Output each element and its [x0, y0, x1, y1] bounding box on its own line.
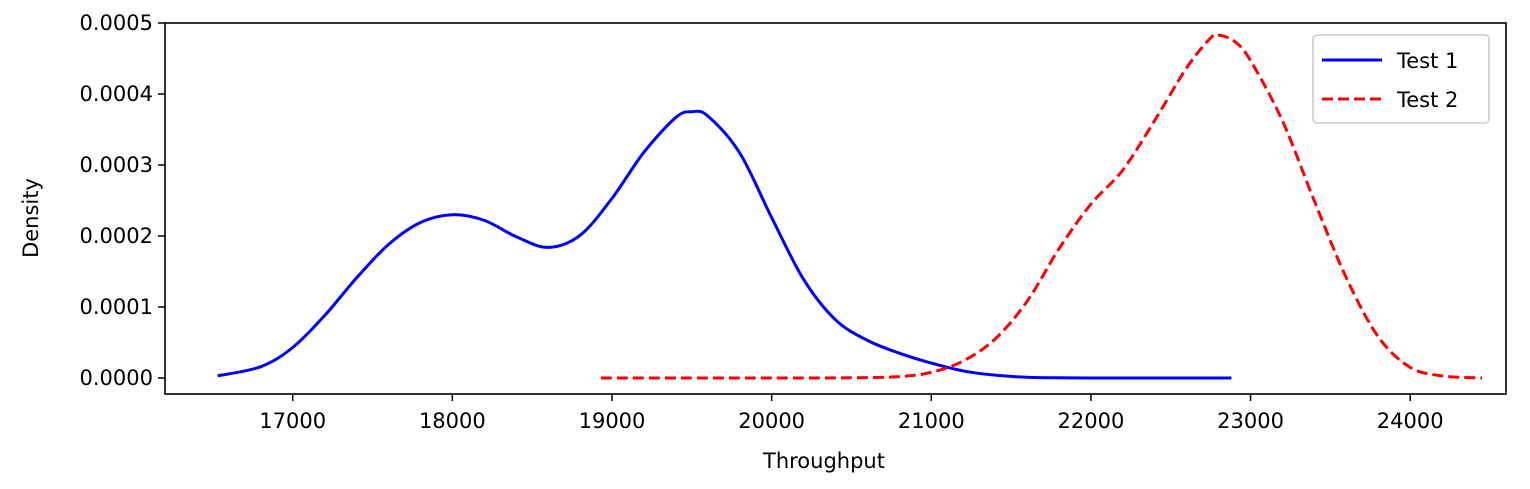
series-layer: [217, 32, 1483, 380]
series-line-test-1: [217, 109, 1232, 380]
x-tick-label: 21000: [898, 409, 965, 433]
x-tick-label: 24000: [1377, 409, 1444, 433]
y-tick-label: 0.0000: [80, 366, 153, 390]
x-axis-title: Throughput: [762, 449, 885, 473]
legend-label-test-1: Test 1: [1396, 49, 1458, 73]
legend-label-test-2: Test 2: [1396, 88, 1458, 112]
x-tick-label: 19000: [579, 409, 646, 433]
y-tick-label: 0.0003: [80, 153, 153, 177]
x-tick-label: 17000: [259, 409, 326, 433]
plot-area: [164, 22, 1507, 395]
x-axis: 17000 18000 19000 20000 21000 22000 23000 24000: [259, 394, 1444, 433]
legend: Test 1 Test 2: [1312, 34, 1490, 124]
x-tick-label: 20000: [738, 409, 805, 433]
y-axis: 0.0000 0.0001 0.0002 0.0003 0.0004 0.0005: [80, 11, 165, 390]
series-line-test-2: [600, 32, 1483, 380]
x-tick-label: 23000: [1217, 409, 1284, 433]
y-tick-label: 0.0005: [80, 11, 153, 35]
y-axis-title: Density: [19, 178, 43, 258]
y-tick-label: 0.0001: [80, 295, 153, 319]
x-tick-label: 22000: [1058, 409, 1125, 433]
y-tick-label: 0.0002: [80, 224, 153, 248]
x-tick-label: 18000: [419, 409, 486, 433]
y-tick-label: 0.0004: [80, 82, 153, 106]
legend-box: [1312, 34, 1490, 124]
